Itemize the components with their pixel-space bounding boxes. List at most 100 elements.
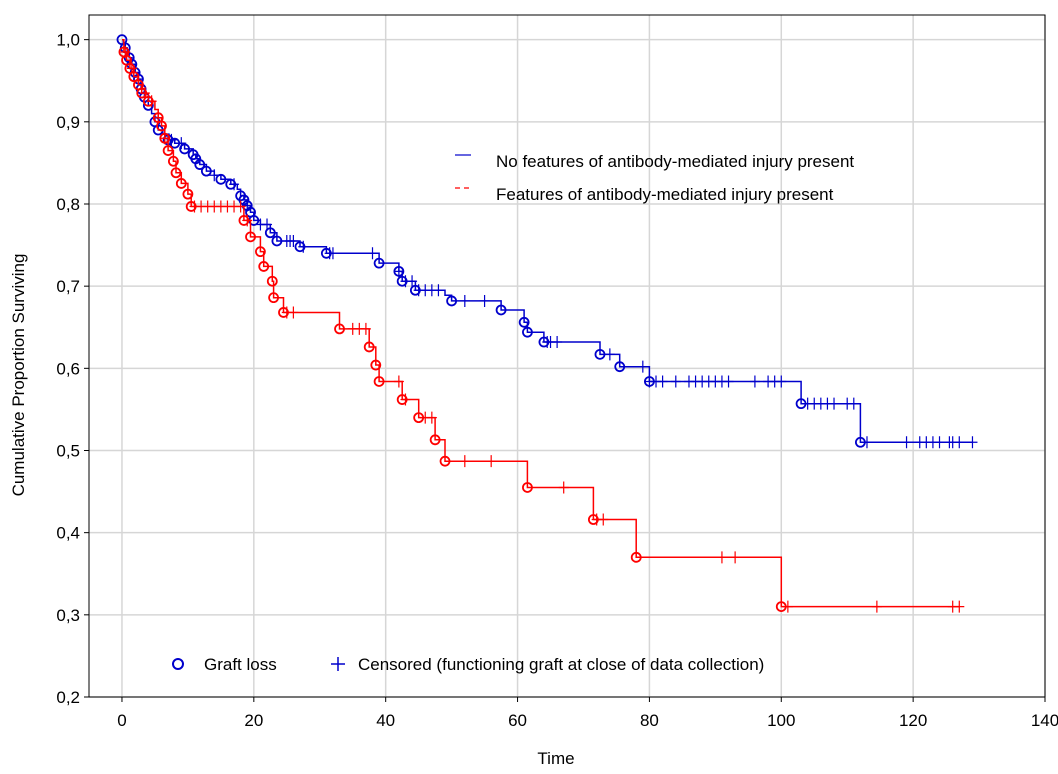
event-marker xyxy=(175,178,187,189)
event-marker xyxy=(159,132,171,144)
plot-frame xyxy=(88,14,1046,698)
y-tick-label: 0,6 xyxy=(56,359,80,378)
event-marker xyxy=(264,227,276,239)
event-marker xyxy=(363,341,375,353)
y-tick-label: 0,4 xyxy=(56,524,80,543)
legend-censor-marker xyxy=(331,657,345,671)
censor-marker xyxy=(367,247,378,260)
event-marker xyxy=(194,159,206,170)
censor-marker xyxy=(235,200,246,213)
y-tick-label: 0,3 xyxy=(56,606,80,625)
event-marker xyxy=(320,247,332,259)
event-marker xyxy=(167,155,179,167)
censor-marker xyxy=(288,306,299,319)
event-marker xyxy=(446,295,458,307)
event-marker xyxy=(775,601,787,613)
y-tick-label: 0,7 xyxy=(56,277,80,296)
x-tick-label: 120 xyxy=(899,711,927,730)
event-marker xyxy=(644,376,655,387)
axes: 0 20 40 60 80 100 120 140 0,2 0,3 0,4 0,5 0,6 0,7 0,8 0… xyxy=(56,31,1058,730)
event-marker xyxy=(268,292,280,304)
x-tick-label: 100 xyxy=(767,711,795,730)
event-marker xyxy=(614,361,626,373)
event-marker xyxy=(278,307,289,318)
legend-censor-label: Censored (functioning graft at close of … xyxy=(358,655,764,674)
event-marker xyxy=(182,188,194,200)
y-tick-label: 0,8 xyxy=(56,195,80,214)
censor-marker xyxy=(657,375,668,388)
series-legend: No features of antibody-mediated injury … xyxy=(455,152,854,204)
x-tick-label: 80 xyxy=(640,711,659,730)
event-marker xyxy=(156,120,167,132)
event-marker xyxy=(238,215,250,226)
event-marker xyxy=(393,265,405,277)
event-marker xyxy=(630,551,642,563)
event-marker xyxy=(854,436,866,448)
event-marker xyxy=(795,398,807,410)
censor-marker xyxy=(782,600,793,613)
censor-marker xyxy=(637,360,648,373)
x-tick-label: 60 xyxy=(508,711,527,730)
censor-marker xyxy=(829,397,840,410)
event-marker xyxy=(128,71,140,83)
event-marker xyxy=(396,394,408,405)
censor-marker xyxy=(861,436,872,449)
y-tick-label: 1,0 xyxy=(56,31,80,50)
event-marker xyxy=(238,194,250,206)
event-marker xyxy=(396,275,408,287)
event-marker xyxy=(170,167,182,179)
event-marker xyxy=(373,376,385,387)
censor-marker xyxy=(552,336,563,349)
censor-marker xyxy=(934,436,945,449)
censor-marker xyxy=(730,551,741,564)
event-marker xyxy=(162,145,174,156)
event-marker xyxy=(225,178,237,190)
censor-marker xyxy=(776,375,787,388)
event-marker xyxy=(587,514,599,525)
censor-marker xyxy=(486,455,497,468)
legend-label-no-amr: No features of antibody-mediated injury … xyxy=(496,152,854,171)
event-marker xyxy=(245,231,256,243)
censor-marker xyxy=(749,375,760,388)
event-marker xyxy=(255,246,266,258)
censor-marker xyxy=(426,411,437,424)
event-marker xyxy=(169,137,181,149)
censor-marker xyxy=(176,137,187,150)
event-marker xyxy=(439,455,451,467)
event-marker xyxy=(409,284,421,296)
censor-marker xyxy=(558,481,569,494)
x-tick-label: 140 xyxy=(1031,711,1058,730)
event-marker xyxy=(271,235,283,247)
censor-marker xyxy=(954,436,965,449)
x-axis-title: Time xyxy=(537,749,574,768)
event-marker xyxy=(200,165,212,177)
event-marker xyxy=(538,336,550,348)
event-marker xyxy=(142,95,154,107)
censor-marker xyxy=(459,294,470,307)
y-tick-label: 0,5 xyxy=(56,441,80,460)
event-marker xyxy=(266,275,278,287)
event-marker xyxy=(429,434,441,446)
series-layer xyxy=(116,34,978,613)
y-axis-title: Cumulative Proportion Surviving xyxy=(9,254,28,497)
event-marker xyxy=(334,323,345,335)
event-marker xyxy=(179,143,191,155)
event-marker xyxy=(136,87,148,99)
censor-marker xyxy=(459,455,470,468)
censor-marker xyxy=(604,348,615,361)
censor-marker xyxy=(723,375,734,388)
x-tick-label: 0 xyxy=(117,711,126,730)
y-tick-label: 0,2 xyxy=(56,688,80,707)
event-marker xyxy=(124,63,136,74)
event-marker xyxy=(373,257,385,269)
censor-marker xyxy=(327,247,338,260)
x-tick-label: 40 xyxy=(376,711,395,730)
censor-marker xyxy=(288,234,299,247)
event-marker xyxy=(185,201,197,212)
censor-marker xyxy=(967,436,978,449)
series-1 xyxy=(118,38,965,613)
censor-marker xyxy=(598,513,609,526)
x-tick-label: 20 xyxy=(244,711,263,730)
censor-marker xyxy=(433,284,444,297)
